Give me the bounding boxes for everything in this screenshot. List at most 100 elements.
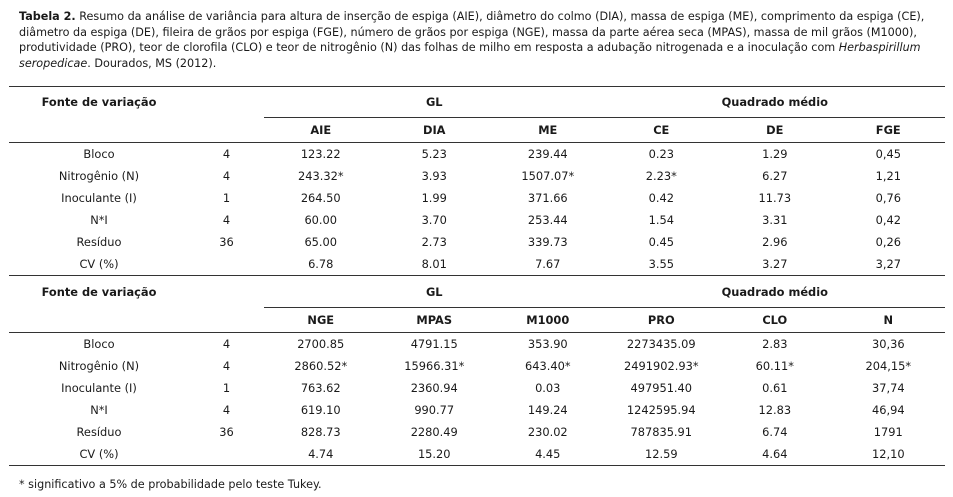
row-value: 30,36 bbox=[871, 337, 905, 351]
table-row: Bloco 4 123.22 5.23 239.44 0.23 1.29 0,45 bbox=[9, 143, 945, 166]
row-value: 1.29 bbox=[762, 147, 788, 161]
row-value: 264.50 bbox=[300, 191, 341, 205]
row-value: 6.78 bbox=[264, 253, 378, 276]
row-value: 2280.49 bbox=[410, 425, 458, 439]
column-header: ME bbox=[491, 117, 605, 143]
header-blank bbox=[189, 86, 264, 118]
row-value: 1.54 bbox=[648, 213, 674, 227]
column-header: MPAS bbox=[377, 307, 491, 333]
row-gl: 1 bbox=[222, 381, 231, 395]
subheader-blank bbox=[9, 117, 189, 143]
row-gl: 4 bbox=[222, 147, 231, 161]
row-value: 0,42 bbox=[875, 213, 901, 227]
row-value: 2491902.93* bbox=[623, 359, 699, 373]
row-value: 0.03 bbox=[535, 381, 561, 395]
row-value: 0.61 bbox=[762, 381, 788, 395]
row-value: 0.42 bbox=[648, 191, 674, 205]
row-value: 2360.94 bbox=[410, 381, 458, 395]
row-gl: 4 bbox=[222, 213, 231, 227]
row-value: 2.83 bbox=[762, 337, 788, 351]
caption-label: Tabela 2. bbox=[19, 10, 76, 23]
header-mean-square: Quadrado médio bbox=[604, 86, 946, 118]
table-row: CV (%) 4.74 15.20 4.45 12.59 4.64 12,10 bbox=[9, 443, 946, 466]
row-value: 828.73 bbox=[300, 425, 341, 439]
row-value: 15.20 bbox=[377, 443, 491, 466]
row-gl bbox=[189, 253, 264, 276]
row-value: 990.77 bbox=[414, 403, 455, 417]
row-value: 2.23* bbox=[645, 169, 677, 183]
row-value: 2.73 bbox=[421, 235, 447, 249]
column-header: CE bbox=[604, 117, 719, 143]
table-row: N*I 4 619.10 990.77 149.24 1242595.94 12.83 46,… bbox=[9, 399, 945, 421]
header-gl: GL bbox=[264, 86, 605, 118]
column-header-row: AIE DIA ME CE DE FGE bbox=[9, 117, 946, 143]
row-value: 11.73 bbox=[758, 191, 792, 205]
row-value: 4.74 bbox=[264, 443, 378, 466]
table-row: Bloco 4 2700.85 4791.15 353.90 2273435.09 2.83… bbox=[9, 333, 945, 356]
row-source: Resíduo bbox=[76, 235, 122, 249]
row-value: 2860.52* bbox=[294, 359, 348, 373]
row-source: N*I bbox=[90, 403, 108, 417]
row-value: 12,10 bbox=[831, 443, 946, 466]
row-value: 787835.91 bbox=[630, 425, 693, 439]
header-row: Fonte de variação GL Quadrado médio bbox=[9, 277, 945, 308]
row-value: 253.44 bbox=[527, 213, 568, 227]
row-value: 3.93 bbox=[421, 169, 447, 183]
row-value: 2273435.09 bbox=[626, 337, 696, 351]
row-value: 1.99 bbox=[421, 191, 447, 205]
row-value: 60.11* bbox=[755, 359, 794, 373]
row-value: 763.62 bbox=[300, 381, 341, 395]
caption-text: Resumo da análise de variância para altu… bbox=[19, 10, 925, 54]
caption-tail: . Dourados, MS (2012). bbox=[87, 56, 217, 70]
row-value: 2700.85 bbox=[297, 337, 345, 351]
row-value: 5.23 bbox=[421, 147, 447, 161]
row-value: 3.70 bbox=[421, 213, 447, 227]
table-row: Resíduo 36 65.00 2.73 339.73 0.45 2.96 0,26 bbox=[9, 231, 945, 253]
table-row: Nitrogênio (N) 4 243.32* 3.93 1507.07* 2.23* 6… bbox=[9, 165, 945, 187]
row-value: 46,94 bbox=[871, 403, 905, 417]
anova-table-1: Fonte de variação GL Quadrado médio AIE DIA M… bbox=[9, 86, 946, 276]
table-row: N*I 4 60.00 3.70 253.44 1.54 3.31 0,42 bbox=[9, 209, 945, 231]
row-gl: 4 bbox=[222, 403, 231, 417]
row-value: 0,26 bbox=[875, 235, 901, 249]
row-value: 1,21 bbox=[875, 169, 901, 183]
row-value: 339.73 bbox=[527, 235, 568, 249]
header-row: Fonte de variação GL Quadrado médio bbox=[9, 86, 946, 118]
row-value: 1242595.94 bbox=[626, 403, 696, 417]
row-value: 12.83 bbox=[758, 403, 792, 417]
column-header: AIE bbox=[264, 117, 378, 143]
row-source: Bloco bbox=[83, 147, 115, 161]
anova-table-2: Fonte de variação GL Quadrado médio NGE MPAS… bbox=[9, 277, 946, 466]
row-value: 3,27 bbox=[831, 253, 946, 276]
header-mean-square: Quadrado médio bbox=[721, 285, 828, 299]
row-value: 1507.07* bbox=[521, 169, 575, 183]
row-value: 65.00 bbox=[304, 235, 338, 249]
footnote: * significativo a 5% de probabilidade pe… bbox=[19, 478, 322, 491]
table-row: Inoculante (I) 1 264.50 1.99 371.66 0.42 11.73… bbox=[9, 187, 945, 209]
row-value: 7.67 bbox=[491, 253, 605, 276]
row-value: 123.22 bbox=[300, 147, 341, 161]
subheader-blank bbox=[9, 307, 189, 333]
row-source: Bloco bbox=[83, 337, 115, 351]
row-value: 15966.31* bbox=[404, 359, 465, 373]
row-value: 619.10 bbox=[300, 403, 341, 417]
row-source: Nitrogênio (N) bbox=[58, 359, 140, 373]
column-header: M1000 bbox=[491, 307, 605, 333]
subheader-blank bbox=[189, 117, 264, 143]
row-value: 1791 bbox=[873, 425, 903, 439]
row-value: 12.59 bbox=[604, 443, 719, 466]
header-source: Fonte de variação bbox=[9, 86, 189, 118]
table-row: Resíduo 36 828.73 2280.49 230.02 787835.91 6.7… bbox=[9, 421, 945, 443]
subheader-blank bbox=[189, 307, 264, 333]
row-value: 243.32* bbox=[297, 169, 344, 183]
column-header: DE bbox=[718, 117, 832, 143]
row-value: 6.27 bbox=[762, 169, 788, 183]
row-source: Resíduo bbox=[76, 425, 122, 439]
row-source: CV (%) bbox=[9, 253, 189, 276]
row-gl: 36 bbox=[219, 425, 234, 439]
row-value: 8.01 bbox=[377, 253, 491, 276]
row-source: N*I bbox=[90, 213, 108, 227]
row-value: 0.45 bbox=[648, 235, 674, 249]
table-row: Nitrogênio (N) 4 2860.52* 15966.31* 643.40* 2… bbox=[9, 355, 945, 377]
row-value: 0,45 bbox=[875, 147, 901, 161]
